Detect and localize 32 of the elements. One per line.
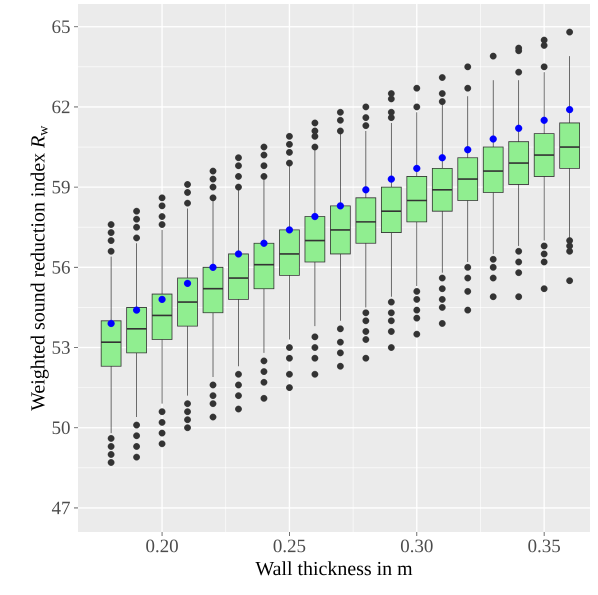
point bbox=[209, 264, 217, 271]
y-tick-label: 65 bbox=[52, 20, 70, 34]
x-tick-label: 0.25 bbox=[274, 540, 306, 552]
y-tick-label: 50 bbox=[52, 421, 70, 434]
point bbox=[540, 116, 548, 124]
point bbox=[362, 186, 370, 194]
point bbox=[260, 240, 268, 247]
y-tick-label: 62 bbox=[52, 100, 70, 114]
point bbox=[311, 212, 318, 220]
point bbox=[158, 296, 166, 304]
point bbox=[490, 135, 497, 143]
point bbox=[336, 202, 344, 210]
point bbox=[438, 154, 446, 162]
point bbox=[286, 226, 294, 234]
point bbox=[388, 176, 395, 183]
x-tick-label: 0.20 bbox=[146, 540, 178, 552]
point bbox=[234, 250, 242, 258]
point bbox=[184, 280, 192, 287]
point bbox=[464, 146, 472, 154]
y-tick-label: 56 bbox=[52, 260, 70, 274]
point bbox=[108, 320, 115, 328]
y-tick-label: 47 bbox=[52, 502, 70, 514]
y-axis-title: Weighted sound reduction index R$_{w}$ bbox=[30, 126, 49, 411]
x-tick-label: 0.35 bbox=[528, 540, 560, 552]
y-tick-label: 53 bbox=[52, 341, 70, 354]
point bbox=[132, 306, 140, 314]
x-tick-label: 0.30 bbox=[400, 540, 433, 552]
y-tick-label: 59 bbox=[52, 180, 70, 194]
point bbox=[413, 164, 420, 172]
point bbox=[515, 124, 522, 132]
x-axis-title: Wall thickness in m bbox=[255, 561, 412, 576]
point bbox=[566, 106, 574, 114]
